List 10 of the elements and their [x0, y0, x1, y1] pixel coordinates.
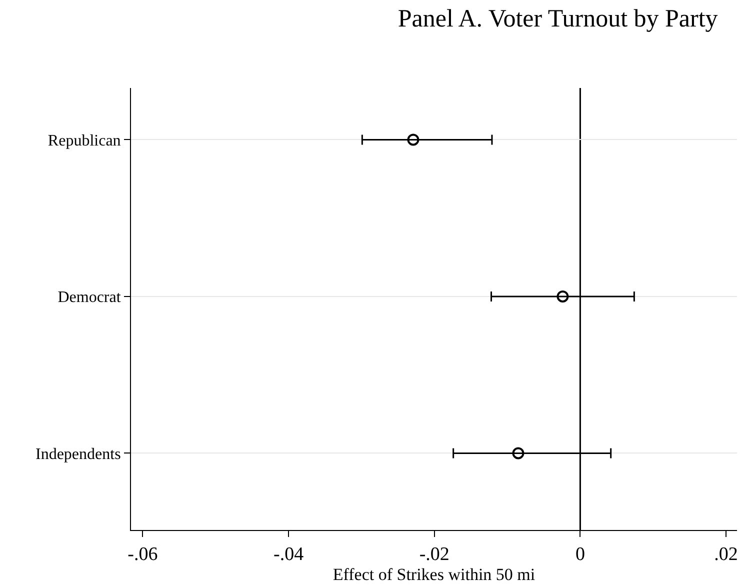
x-tick-label: -.04: [273, 544, 304, 565]
x-tick-label: -.02: [419, 544, 450, 565]
x-axis-title: Effect of Strikes within 50 mi: [332, 564, 536, 584]
y-tick-label: Democrat: [58, 289, 122, 306]
x-tick-label: 0: [575, 544, 585, 565]
y-tick-label: Independents: [35, 446, 121, 463]
y-tick-label: Republican: [48, 132, 121, 150]
chart-title: Panel A. Voter Turnout by Party: [398, 5, 718, 32]
x-tick-label: -.06: [128, 544, 158, 565]
x-tick-label: .02: [714, 544, 738, 565]
